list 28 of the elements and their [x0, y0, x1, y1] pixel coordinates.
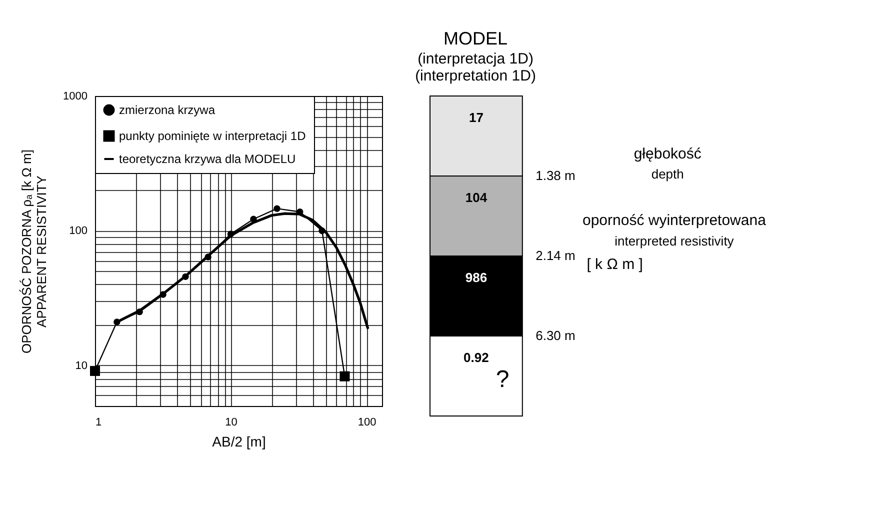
text: ? — [496, 366, 510, 393]
point — [90, 366, 100, 376]
text: oporność wyinterpretowana — [582, 212, 767, 229]
text: [ k Ω m ] — [586, 256, 643, 273]
category-label: 104 — [465, 190, 488, 205]
point — [274, 205, 280, 212]
legend-label: teoretyczna krzywa dla MODELU — [119, 152, 296, 166]
text: 2.14 m — [536, 248, 576, 263]
text: 6.30 m — [536, 328, 576, 343]
legend-label: punkty pominięte w interpretacji 1D — [119, 129, 306, 143]
category-label: 17 — [468, 110, 484, 125]
category-label: 986 — [465, 270, 488, 285]
text: 1.38 m — [536, 168, 576, 183]
x-tick-label: 10 — [225, 416, 238, 428]
legend-label: zmierzona krzywa — [119, 103, 216, 117]
y-tick-label: 10 — [75, 360, 88, 372]
category-label: 0.92 — [464, 350, 489, 365]
x-tick-label: 100 — [358, 416, 376, 428]
text: głębokość — [634, 146, 702, 163]
y-tick-label: 1000 — [63, 90, 88, 102]
text: interpreted resistivity — [614, 234, 734, 249]
x-axis-title: AB/2 [m] — [212, 434, 266, 450]
x-tick-label: 1 — [96, 416, 102, 428]
y-tick-label: 100 — [69, 225, 88, 238]
text: (interpretacja 1D) (interpretation 1D) — [415, 50, 536, 84]
text: MODEL — [443, 28, 508, 48]
y-axis-title: OPORNOŚĆ POZORNA ρₐ [k Ω m] APPARENT RESISTIVITY — [19, 150, 50, 354]
text: depth — [651, 166, 684, 182]
